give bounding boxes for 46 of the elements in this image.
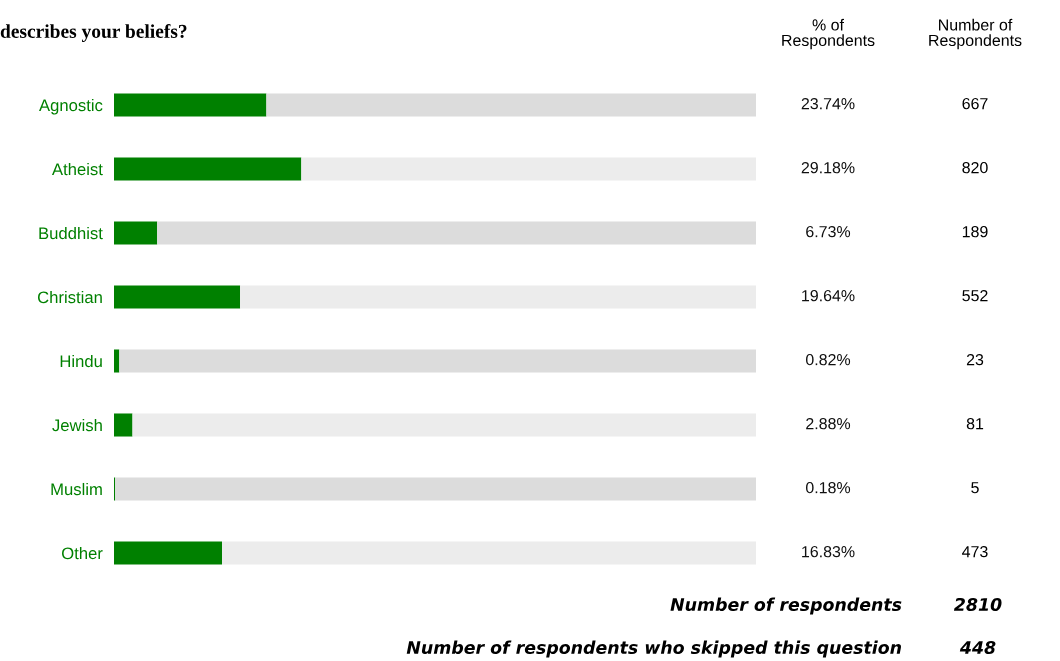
bar	[119, 349, 756, 373]
bar	[114, 413, 133, 437]
y-tick-label: Agnostic	[39, 98, 103, 115]
bar	[114, 157, 302, 181]
text: 2810	[953, 597, 1002, 612]
bar	[114, 285, 241, 309]
y-tick-label: Hindu	[60, 354, 102, 368]
text: Number of respondents who skipped this question	[406, 640, 901, 658]
data-label: 16.83%	[802, 545, 855, 558]
data-label: 23.74%	[801, 97, 855, 110]
bar	[114, 349, 120, 373]
y-tick-label: Atheist	[51, 162, 103, 176]
data-label: 0.82%	[805, 353, 851, 366]
text: % of Respondents	[782, 18, 875, 50]
data-label: 0.18%	[805, 481, 851, 494]
y-tick-label: Jewish	[52, 418, 102, 432]
text: 189	[962, 225, 988, 238]
bar	[301, 157, 756, 181]
bar	[114, 221, 158, 245]
bar	[114, 93, 267, 117]
y-tick-label: Other	[62, 546, 103, 560]
data-label: 2.88%	[806, 417, 851, 430]
bar	[115, 477, 756, 501]
bar	[157, 221, 756, 245]
data-label: 19.64%	[802, 289, 855, 302]
text: 23	[966, 353, 984, 366]
text: 5	[971, 482, 979, 494]
y-tick-label: Christian	[37, 290, 102, 304]
y-tick-label: Muslim	[51, 482, 102, 496]
bar	[114, 541, 223, 565]
text: 820	[962, 161, 988, 174]
text: 473	[962, 545, 988, 558]
text: 667	[962, 97, 988, 110]
text: 81	[966, 417, 984, 430]
text: 448	[959, 640, 996, 655]
data-label: 29.18%	[801, 161, 855, 174]
bar	[132, 413, 756, 437]
text: Number of Respondents	[929, 18, 1022, 50]
y-tick-label: Buddhist	[39, 226, 103, 240]
text: Number of respondents	[670, 597, 902, 615]
chart-title: describes your beliefs?	[0, 24, 187, 42]
data-label: 6.73%	[806, 225, 851, 238]
bar	[222, 541, 756, 565]
text: 552	[962, 289, 988, 302]
bar	[240, 285, 756, 309]
bar	[266, 93, 756, 117]
